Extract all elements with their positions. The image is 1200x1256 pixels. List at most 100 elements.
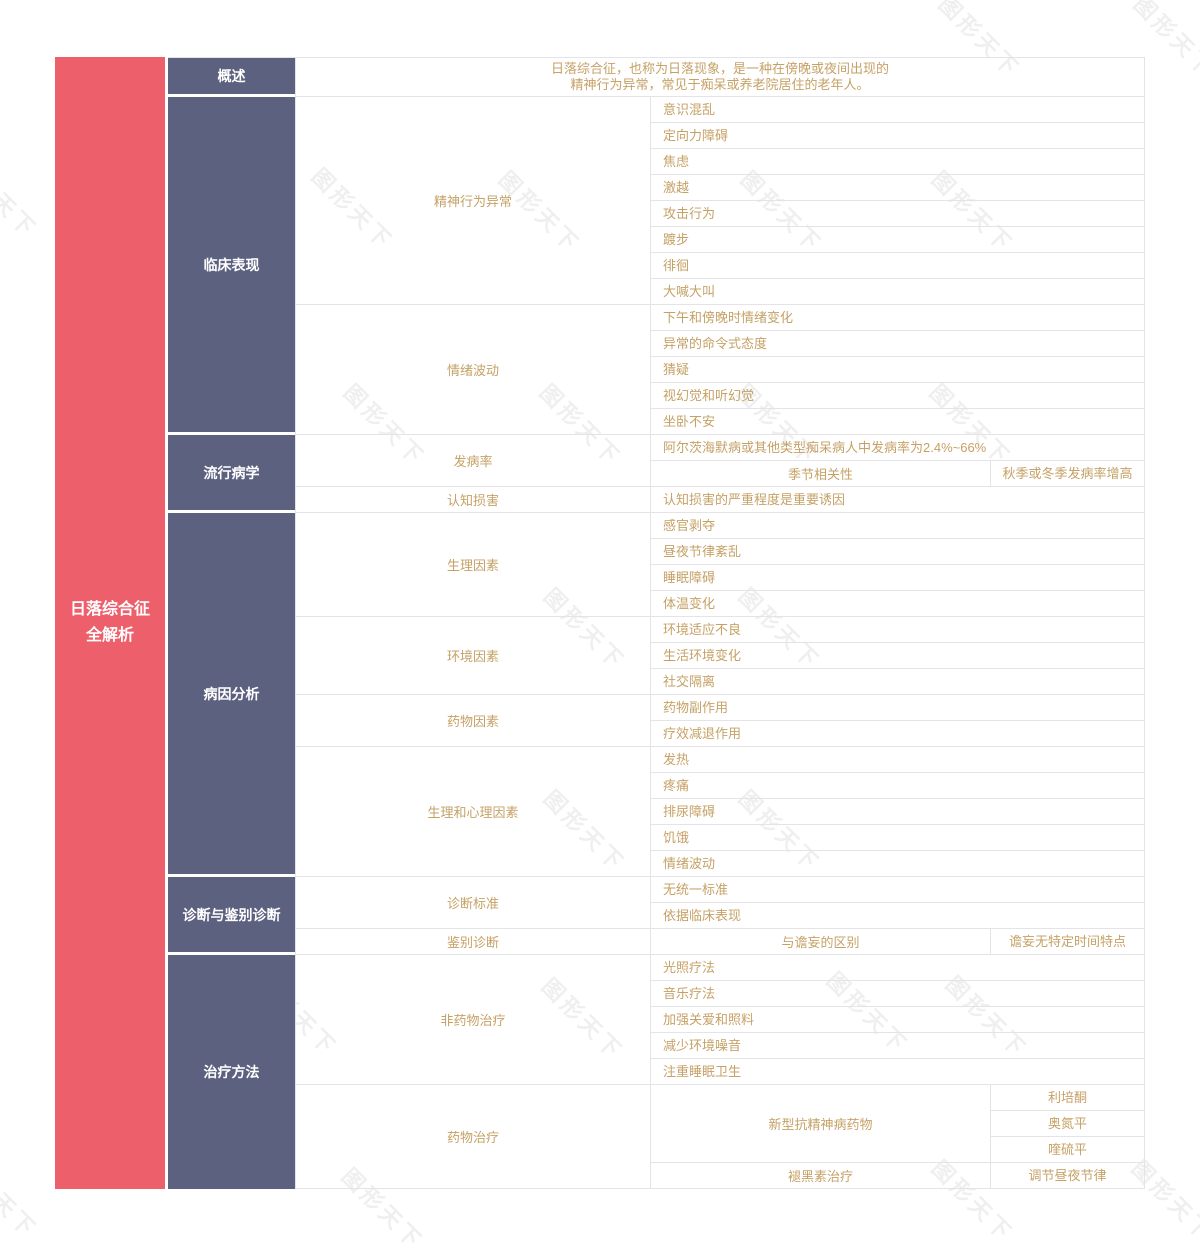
leaf-item: 激越 (651, 175, 1144, 201)
pair-row: 褪黑素治疗 调节昼夜节律 (651, 1163, 1144, 1189)
branch-body: 下午和傍晚时情绪变化 异常的命令式态度 猜疑 视幻觉和听幻觉 坐卧不安 (651, 305, 1144, 435)
section-label: 诊断与鉴别诊断 (168, 877, 295, 955)
leaf-item: 异常的命令式态度 (651, 331, 1144, 357)
branch-row: 鉴别诊断 与谵妄的区别 谵妄无特定时间特点 (296, 929, 1144, 955)
leaf-item: 调节昼夜节律 (991, 1163, 1144, 1189)
leaf-item: 谵妄无特定时间特点 (991, 929, 1144, 955)
branch-row: 生理因素 感官剥夺 昼夜节律紊乱 睡眠障碍 体温变化 (296, 513, 1144, 617)
subbranch-label: 新型抗精神病药物 (651, 1085, 991, 1163)
leaf-item: 视幻觉和听幻觉 (651, 383, 1144, 409)
leaf-item: 定向力障碍 (651, 123, 1144, 149)
branch-label: 情绪波动 (296, 305, 651, 435)
branch-label: 鉴别诊断 (296, 929, 651, 955)
section-label: 临床表现 (168, 97, 295, 435)
leaf-item: 猜疑 (651, 357, 1144, 383)
branch-row: 环境因素 环境适应不良 生活环境变化 社交隔离 (296, 617, 1144, 695)
leaf-item: 依据临床表现 (651, 903, 1144, 929)
root-title-line: 全解析 (85, 627, 134, 644)
section-row: 流行病学 发病率 阿尔茨海默病或其他类型痴呆病人中发病率为2.4%~66% 季节相关性… (168, 435, 1144, 513)
branch-row: 认知损害 认知损害的严重程度是重要诱因 (296, 487, 1144, 513)
branch-row: 非药物治疗 光照疗法 音乐疗法 加强关爱和照料 减少环境噪音 注重睡眠卫生 (296, 955, 1144, 1085)
subbranch-label: 与谵妄的区别 (651, 929, 991, 955)
leaf-item: 环境适应不良 (651, 617, 1144, 643)
leaf-item: 社交隔离 (651, 669, 1144, 695)
leaf-item: 音乐疗法 (651, 981, 1144, 1007)
leaf-item: 意识混乱 (651, 97, 1144, 123)
branch-body: 阿尔茨海默病或其他类型痴呆病人中发病率为2.4%~66% 季节相关性 秋季或冬季发病… (651, 435, 1144, 487)
branch-label: 诊断标准 (296, 877, 651, 929)
leaf-item: 感官剥夺 (651, 513, 1144, 539)
section-body: 日落综合征，也称为日落现象，是一种在傍晚或夜间出现的 精神行为异常，常见于痴呆或养… (295, 58, 1144, 97)
leaf-item: 下午和傍晚时情绪变化 (651, 305, 1144, 331)
leaf-item: 徘徊 (651, 253, 1144, 279)
overview-line: 精神行为异常，常见于痴呆或养老院居住的老年人。 (570, 77, 870, 92)
leaf-item: 昼夜节律紊乱 (651, 539, 1144, 565)
branch-body: 药物副作用 疗效减退作用 (651, 695, 1144, 747)
branch-row: 诊断标准 无统一标准 依据临床表现 (296, 877, 1144, 929)
branch-label: 药物治疗 (296, 1085, 651, 1189)
section-label: 治疗方法 (168, 955, 295, 1189)
group-leaves: 利培酮 奥氮平 喹硫平 (991, 1085, 1144, 1163)
leaf-item: 踱步 (651, 227, 1144, 253)
subbranch-label: 季节相关性 (651, 461, 991, 487)
leaf-item: 疼痛 (651, 773, 1144, 799)
leaf-item: 睡眠障碍 (651, 565, 1144, 591)
section-body: 生理因素 感官剥夺 昼夜节律紊乱 睡眠障碍 体温变化 环境因素 环境适应不良 生活环境变化 社交… (295, 513, 1144, 877)
overview-line: 日落综合征，也称为日落现象，是一种在傍晚或夜间出现的 (550, 61, 889, 76)
leaf-item: 药物副作用 (651, 695, 1144, 721)
leaf-item: 减少环境噪音 (651, 1033, 1144, 1059)
leaf-item: 加强关爱和照料 (651, 1007, 1144, 1033)
section-row: 临床表现 精神行为异常 意识混乱 定向力障碍 焦虑 激越 攻击行为 踱步 徘徊 大喊大叫 情绪波动下… (168, 97, 1144, 435)
branch-body: 感官剥夺 昼夜节律紊乱 睡眠障碍 体温变化 (651, 513, 1144, 617)
branch-row: 情绪波动 下午和傍晚时情绪变化 异常的命令式态度 猜疑 视幻觉和听幻觉 坐卧不安 (296, 305, 1144, 435)
leaf-item: 情绪波动 (651, 851, 1144, 877)
pair-row: 季节相关性 秋季或冬季发病率增高 (651, 461, 1144, 487)
sections-column: 概述 日落综合征，也称为日落现象，是一种在傍晚或夜间出现的 精神行为异常，常见于痴呆… (168, 57, 1145, 1189)
leaf-item: 利培酮 (991, 1085, 1144, 1111)
branch-body: 意识混乱 定向力障碍 焦虑 激越 攻击行为 踱步 徘徊 大喊大叫 (651, 97, 1144, 305)
root-node: 日落综合征 全解析 (55, 57, 165, 1189)
leaf-item: 饥饿 (651, 825, 1144, 851)
section-row: 病因分析 生理因素 感官剥夺 昼夜节律紊乱 睡眠障碍 体温变化 环境因素 环境适应不良 生活环境… (168, 513, 1144, 877)
section-label: 流行病学 (168, 435, 295, 513)
leaf-item: 大喊大叫 (651, 279, 1144, 305)
leaf-item: 阿尔茨海默病或其他类型痴呆病人中发病率为2.4%~66% (651, 435, 1144, 461)
branch-row: 生理和心理因素 发热 疼痛 排尿障碍 饥饿 情绪波动 (296, 747, 1144, 877)
branch-label: 生理和心理因素 (296, 747, 651, 877)
section-body: 发病率 阿尔茨海默病或其他类型痴呆病人中发病率为2.4%~66% 季节相关性 秋季或冬… (295, 435, 1144, 513)
subbranch-label: 褪黑素治疗 (651, 1163, 991, 1189)
watermark-text: 图形天下 (0, 151, 43, 243)
section-label: 概述 (168, 58, 295, 97)
leaf-item: 光照疗法 (651, 955, 1144, 981)
leaf-item: 生活环境变化 (651, 643, 1144, 669)
leaf-item: 体温变化 (651, 591, 1144, 617)
branch-body: 新型抗精神病药物 利培酮 奥氮平 喹硫平 褪黑素治疗 调节昼夜节律 (651, 1085, 1144, 1189)
leaf-item: 坐卧不安 (651, 409, 1144, 435)
section-row: 诊断与鉴别诊断 诊断标准 无统一标准 依据临床表现 鉴别诊断 与谵妄的区别 谵妄无特定时间特… (168, 877, 1144, 955)
section-row: 治疗方法 非药物治疗 光照疗法 音乐疗法 加强关爱和照料 减少环境噪音 注重睡眠卫生 药物治疗… (168, 955, 1144, 1189)
section-row: 概述 日落综合征，也称为日落现象，是一种在傍晚或夜间出现的 精神行为异常，常见于痴呆… (168, 58, 1144, 97)
branch-label: 环境因素 (296, 617, 651, 695)
watermark-text: 图形天下 (0, 1151, 43, 1243)
mindmap-table: 日落综合征 全解析 概述 日落综合征，也称为日落现象，是一种在傍晚或夜间出现的 精神… (55, 57, 1145, 1189)
branch-label: 精神行为异常 (296, 97, 651, 305)
leaf-item: 注重睡眠卫生 (651, 1059, 1144, 1085)
section-body: 非药物治疗 光照疗法 音乐疗法 加强关爱和照料 减少环境噪音 注重睡眠卫生 药物治疗 新型抗精… (295, 955, 1144, 1189)
section-body: 诊断标准 无统一标准 依据临床表现 鉴别诊断 与谵妄的区别 谵妄无特定时间特点 (295, 877, 1144, 955)
branch-label: 生理因素 (296, 513, 651, 617)
branch-body: 发热 疼痛 排尿障碍 饥饿 情绪波动 (651, 747, 1144, 877)
branch-row: 药物因素 药物副作用 疗效减退作用 (296, 695, 1144, 747)
group-row: 新型抗精神病药物 利培酮 奥氮平 喹硫平 (651, 1085, 1144, 1163)
branch-label: 发病率 (296, 435, 651, 487)
leaf-item: 焦虑 (651, 149, 1144, 175)
branch-label: 药物因素 (296, 695, 651, 747)
leaf-item: 秋季或冬季发病率增高 (991, 461, 1144, 487)
leaf-item: 奥氮平 (991, 1111, 1144, 1137)
leaf-item: 认知损害的严重程度是重要诱因 (651, 487, 1144, 513)
branch-body: 环境适应不良 生活环境变化 社交隔离 (651, 617, 1144, 695)
leaf-item: 疗效减退作用 (651, 721, 1144, 747)
section-body: 精神行为异常 意识混乱 定向力障碍 焦虑 激越 攻击行为 踱步 徘徊 大喊大叫 情绪波动 下午和傍晚… (295, 97, 1144, 435)
leaf-item: 攻击行为 (651, 201, 1144, 227)
branch-body: 无统一标准 依据临床表现 (651, 877, 1144, 929)
